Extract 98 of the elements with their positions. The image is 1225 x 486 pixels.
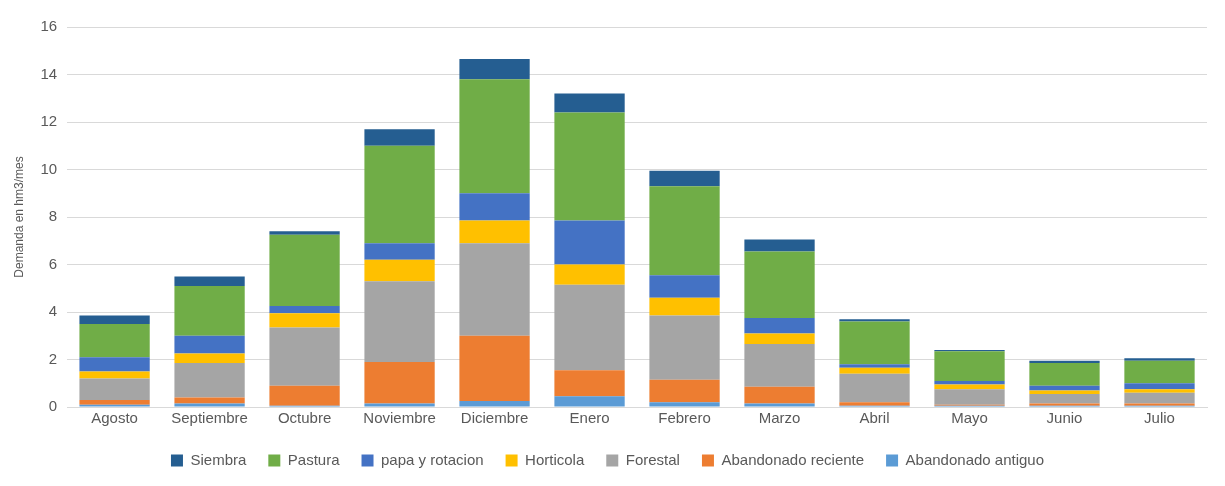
bar: [744, 317, 815, 334]
bar: [364, 403, 435, 407]
y-tick-label: 0: [48, 397, 58, 415]
bar: [934, 389, 1005, 405]
x-tick-label: Agosto: [91, 409, 138, 427]
bar: [554, 264, 625, 285]
bar: [174, 276, 245, 286]
x-tick-label: Junio: [1046, 409, 1083, 427]
bar: [839, 367, 910, 374]
y-tick-label: 2: [48, 349, 58, 367]
bar: [269, 234, 340, 307]
bar: [744, 386, 815, 404]
y-tick-label: 8: [48, 207, 58, 225]
x-tick-label: Julio: [1144, 409, 1175, 427]
x-tick-label: Diciembre: [460, 409, 529, 427]
x-tick-label: Septiembre: [171, 409, 248, 427]
bar: [839, 373, 910, 403]
bar: [459, 193, 530, 221]
bar: [1124, 389, 1195, 393]
y-tick-label: 4: [48, 302, 58, 320]
bar: [744, 239, 815, 252]
bar: [79, 323, 150, 358]
bar: [269, 385, 340, 406]
bar: [839, 319, 910, 322]
bar: [269, 231, 340, 235]
legend-label: Forestal: [625, 450, 680, 468]
y-tick-label: 16: [40, 17, 58, 35]
y-tick-label: 12: [40, 112, 58, 130]
bar: [1124, 358, 1195, 361]
bar: [364, 243, 435, 260]
bar: [1029, 363, 1100, 386]
bar: [1029, 393, 1100, 404]
x-tick-label: Abril: [859, 409, 890, 427]
bar: [1124, 392, 1195, 404]
legend-label: Abandonado reciente: [721, 450, 865, 468]
x-tick-label: Octubre: [277, 409, 332, 427]
bar: [269, 313, 340, 328]
bar: [554, 93, 625, 113]
bar: [79, 378, 150, 400]
bar: [1029, 390, 1100, 394]
bar: [744, 344, 815, 387]
bar: [364, 361, 435, 404]
bar: [459, 243, 530, 336]
legend-label: Abandonado antiguo: [905, 450, 1045, 468]
legend-label: Horticola: [525, 450, 585, 468]
bar: [1124, 360, 1195, 384]
legend-label: Pastura: [287, 450, 341, 468]
x-tick-label: Noviembre: [363, 409, 436, 427]
bar: [649, 402, 720, 407]
bar: [934, 351, 1005, 381]
legend-label: Siembra: [190, 450, 247, 468]
bar: [174, 363, 245, 398]
bar: [554, 112, 625, 221]
y-tick-label: 6: [48, 254, 58, 272]
bar: [554, 284, 625, 371]
legend-label: papa y rotacion: [381, 450, 484, 468]
bar: [649, 379, 720, 403]
x-tick-label: Enero: [569, 409, 610, 427]
bar: [649, 186, 720, 276]
bar: [649, 297, 720, 316]
bar: [649, 315, 720, 380]
bar: [79, 371, 150, 379]
bar: [459, 335, 530, 402]
bar: [364, 129, 435, 146]
bar: [174, 353, 245, 364]
bar: [269, 327, 340, 386]
bar: [1124, 383, 1195, 390]
bar: [364, 145, 435, 244]
bar: [459, 220, 530, 244]
x-tick-label: Febrero: [658, 409, 711, 427]
bar: [649, 170, 720, 187]
bar: [554, 370, 625, 397]
bar: [459, 79, 530, 194]
bar: [554, 396, 625, 407]
bar: [744, 333, 815, 345]
bar: [744, 251, 815, 318]
bar: [459, 59, 530, 80]
bar: [554, 220, 625, 265]
bar: [459, 401, 530, 407]
bar: [79, 357, 150, 372]
bar: [839, 321, 910, 365]
x-tick-label: Mayo: [951, 409, 988, 427]
bar: [364, 259, 435, 282]
bar: [174, 403, 245, 407]
bar: [649, 275, 720, 298]
bar: [744, 403, 815, 407]
bar: [174, 335, 245, 354]
bar: [269, 306, 340, 314]
x-tick-label: Marzo: [758, 409, 801, 427]
bar: [934, 384, 1005, 390]
y-tick-label: 14: [40, 64, 58, 82]
bar: [79, 315, 150, 324]
bar: [839, 364, 910, 368]
y-tick-label: 10: [40, 159, 58, 177]
y-axis-title: Demanda en hm3/mes: [11, 156, 26, 278]
bar: [174, 285, 245, 336]
bar: [79, 399, 150, 405]
bar: [364, 281, 435, 362]
